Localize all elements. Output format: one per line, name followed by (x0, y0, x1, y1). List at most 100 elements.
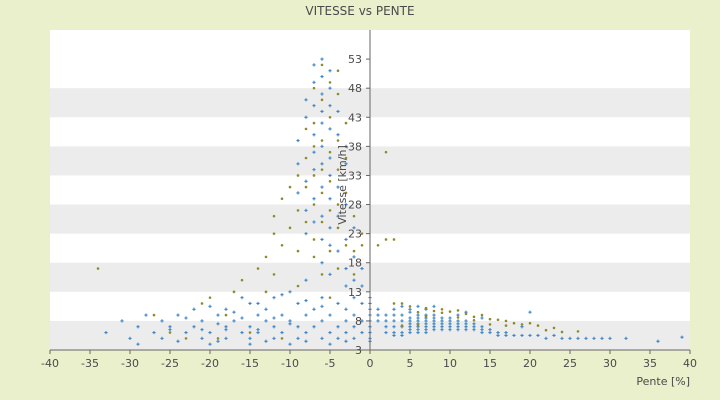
data-point (520, 333, 524, 338)
data-point (328, 249, 332, 253)
data-point (320, 98, 324, 102)
data-point (240, 316, 244, 320)
data-points (96, 57, 684, 346)
data-point (208, 342, 212, 346)
data-point (304, 220, 308, 224)
data-point (192, 325, 196, 329)
data-point (144, 313, 148, 317)
data-point (408, 316, 412, 320)
data-point (344, 284, 348, 288)
data-point (312, 174, 316, 177)
data-point (304, 313, 308, 317)
data-point (248, 325, 252, 329)
data-point (336, 92, 340, 96)
y-tick-label: 23 (348, 228, 362, 241)
data-point (408, 305, 412, 308)
data-point (216, 322, 220, 326)
data-point (392, 302, 396, 305)
data-point (296, 209, 300, 212)
data-point (320, 121, 324, 125)
data-point (344, 191, 348, 195)
data-point (312, 104, 316, 108)
data-point (328, 156, 332, 160)
data-point (488, 323, 492, 326)
data-point (536, 333, 540, 338)
data-point (416, 316, 420, 320)
data-point (424, 319, 428, 323)
data-point (328, 86, 332, 90)
data-point (312, 307, 316, 311)
data-point (272, 316, 276, 320)
data-point (224, 307, 228, 311)
data-point (472, 328, 476, 332)
data-point (296, 301, 300, 306)
x-tick-label: 0 (367, 357, 374, 370)
data-point (184, 316, 188, 320)
x-tick-label: -35 (81, 357, 99, 370)
x-tick-label: -20 (201, 357, 219, 370)
data-point (520, 323, 524, 326)
data-point (296, 138, 300, 143)
data-point (336, 133, 340, 137)
data-point (496, 318, 500, 322)
data-point (280, 330, 284, 335)
data-point (224, 336, 228, 340)
data-point (464, 328, 468, 332)
x-tick-label: -30 (121, 357, 139, 370)
data-point (320, 144, 324, 148)
data-point (296, 336, 300, 340)
data-point (288, 226, 292, 230)
data-point (352, 255, 356, 259)
data-point (344, 156, 348, 160)
data-point (232, 319, 236, 323)
y-tick-label: 28 (348, 199, 362, 212)
data-point (160, 336, 164, 340)
data-point (480, 328, 484, 332)
data-point (400, 302, 404, 305)
data-point (400, 313, 404, 317)
data-point (304, 330, 308, 335)
data-point (336, 109, 340, 114)
data-point (392, 313, 396, 317)
data-point (416, 328, 420, 332)
data-point (560, 330, 564, 334)
data-point (432, 322, 436, 326)
data-point (264, 307, 268, 311)
data-point (248, 342, 252, 346)
data-point (104, 330, 108, 335)
data-point (392, 330, 396, 335)
data-point (248, 336, 252, 340)
data-point (392, 238, 396, 241)
data-point (488, 317, 492, 321)
data-point (304, 278, 308, 282)
data-point (424, 314, 428, 318)
x-tick-label: 25 (563, 357, 577, 370)
data-point (120, 319, 124, 323)
data-point (328, 226, 332, 230)
data-point (344, 319, 348, 323)
data-point (184, 330, 188, 335)
data-point (240, 296, 244, 300)
data-point (336, 185, 340, 189)
data-point (424, 325, 428, 329)
data-point (352, 249, 356, 253)
data-point (440, 307, 444, 311)
data-point (320, 214, 324, 218)
data-point (456, 322, 460, 326)
x-tick-label: 20 (523, 357, 537, 370)
data-point (328, 330, 332, 335)
data-point (416, 319, 420, 323)
data-point (576, 336, 580, 340)
data-point (344, 243, 348, 247)
data-point (320, 162, 324, 166)
data-point (400, 333, 404, 338)
y-tick-label: 33 (348, 169, 362, 182)
data-point (328, 209, 332, 212)
data-point (464, 319, 468, 323)
data-point (304, 339, 308, 343)
data-point (312, 121, 316, 125)
data-point (136, 325, 140, 329)
data-point (328, 69, 332, 73)
